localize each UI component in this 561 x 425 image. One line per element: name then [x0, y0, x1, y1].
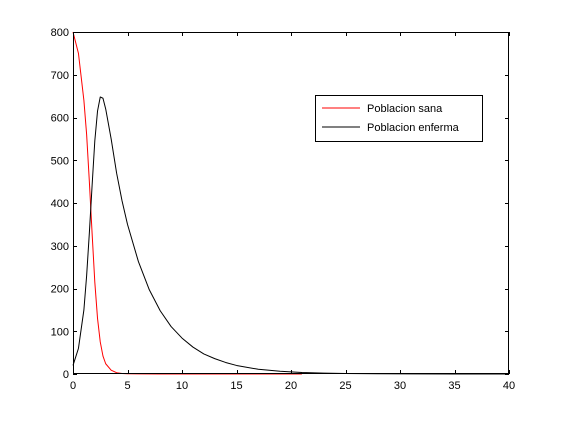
plot-background	[73, 32, 509, 374]
legend-label-poblacion-sana: Poblacion sana	[367, 103, 443, 115]
x-tick-label: 20	[285, 380, 297, 392]
y-tick-label: 500	[51, 155, 69, 167]
x-tick-label: 0	[70, 380, 76, 392]
y-tick-label: 300	[51, 241, 69, 253]
y-tick-label: 100	[51, 326, 69, 338]
legend-box	[315, 95, 483, 142]
plot-area	[73, 32, 509, 374]
y-tick-label: 200	[51, 284, 69, 296]
x-tick-label: 35	[448, 380, 460, 392]
x-tick-label: 40	[503, 380, 515, 392]
series-line-poblacion-enferma	[72, 96, 510, 375]
ticks: 0 5 10 15 20 25 30 35 40010020030040050060070080…	[51, 27, 515, 392]
legend: Poblacion sana Poblacion enferma	[315, 95, 483, 142]
y-tick-label: 700	[51, 70, 69, 82]
x-tick-label: 5	[124, 380, 130, 392]
x-tick-label: 10	[176, 380, 188, 392]
x-tick-label: 15	[230, 380, 242, 392]
y-tick-label: 400	[51, 198, 69, 210]
x-tick-label: 30	[394, 380, 406, 392]
x-tick-label: 25	[339, 380, 351, 392]
y-tick-label: 600	[51, 113, 69, 125]
y-tick-label: 800	[51, 27, 69, 39]
y-tick-label: 0	[63, 369, 69, 381]
legend-label-poblacion-enferma: Poblacion enferma	[367, 122, 460, 134]
